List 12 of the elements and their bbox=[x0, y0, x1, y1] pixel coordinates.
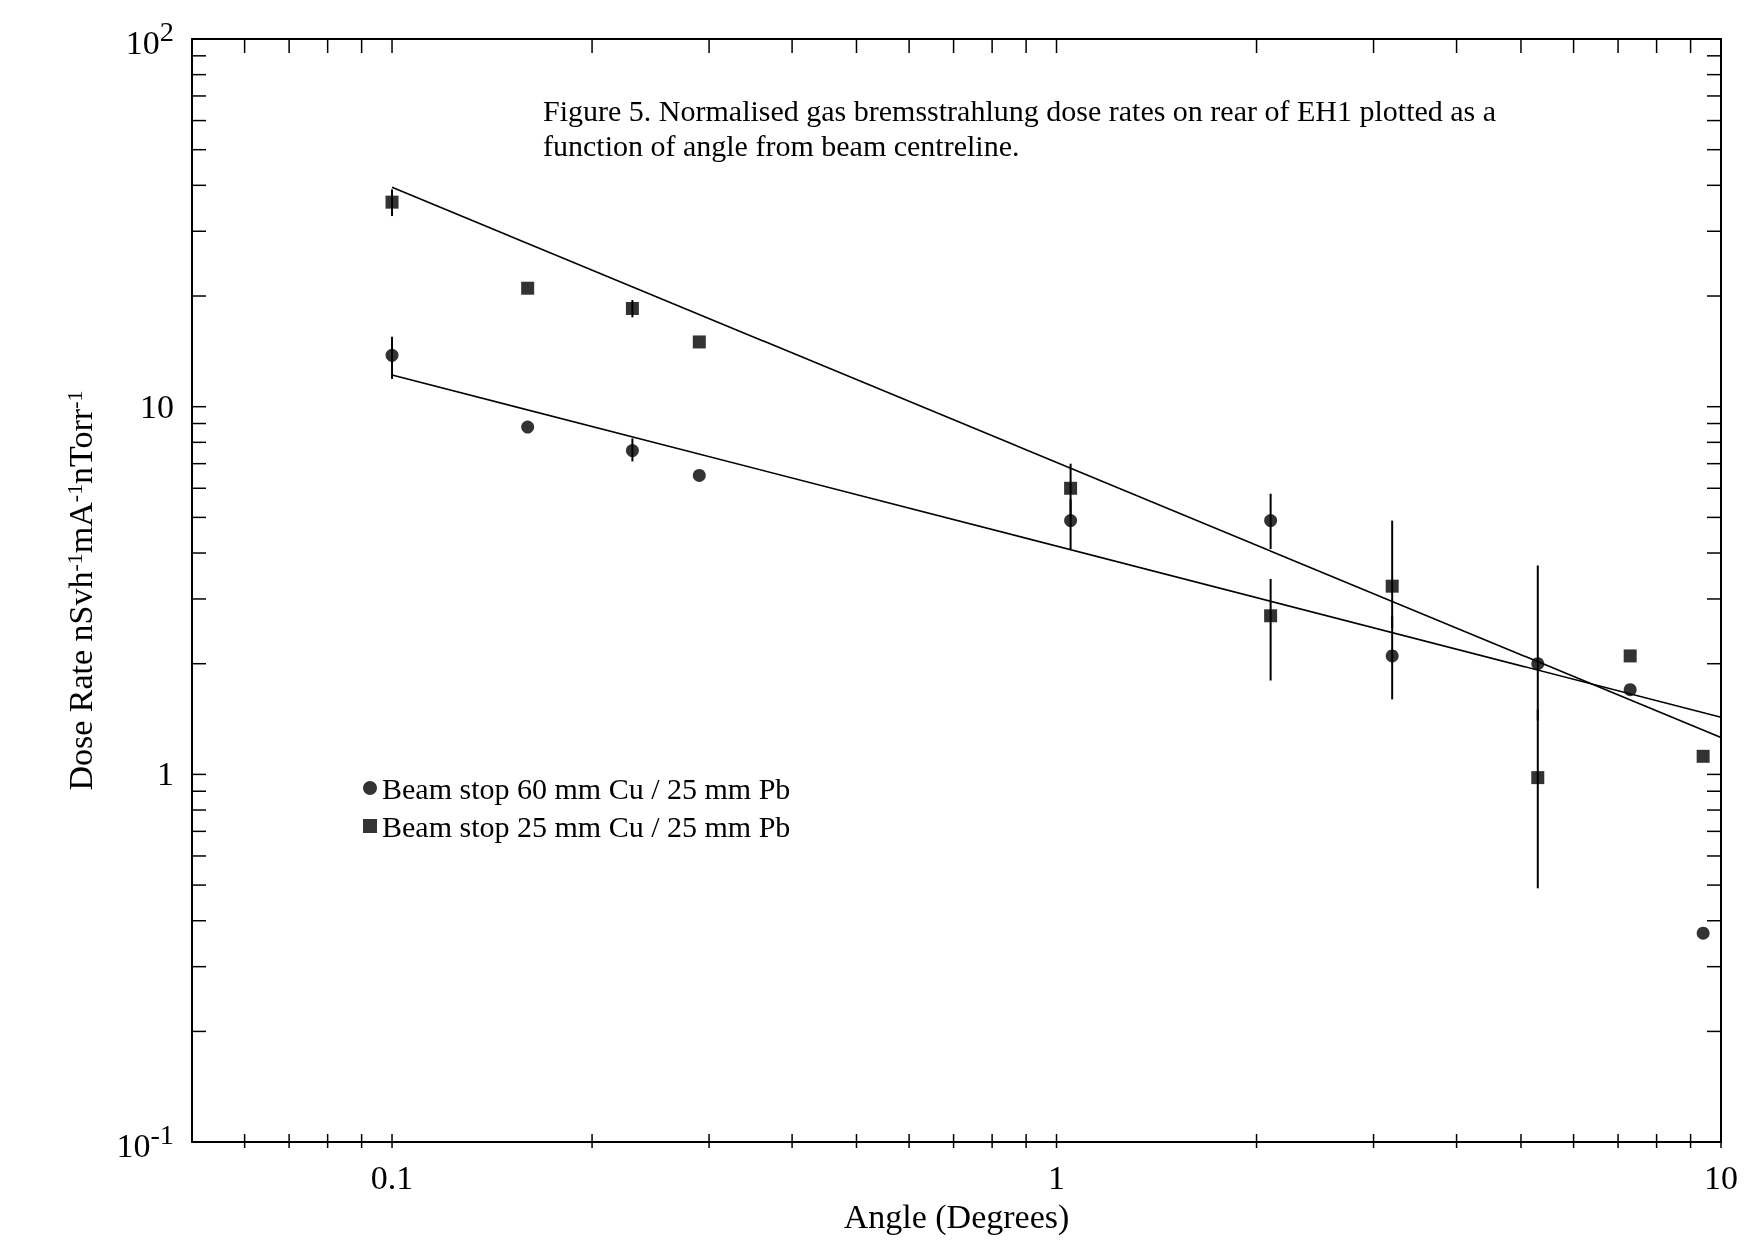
x-tick-label: 0.1 bbox=[370, 1158, 414, 1196]
y-tick-label: 10$^{2}$ bbox=[125, 16, 174, 61]
y-tick-label: 10$^{-1}$ bbox=[116, 1119, 174, 1164]
y-tick-label: 10 bbox=[140, 387, 174, 425]
x-tick-label: 10 bbox=[1704, 1158, 1738, 1196]
legend-label: Beam stop 25 mm Cu / 25 mm Pb bbox=[382, 809, 791, 843]
annotation: Figure 5. Normalised gas bremsstrahlung dose rates on rear of EH1 plotted as a function of angle from beam centreline. bbox=[543, 94, 1504, 162]
x-tick-label: 1 bbox=[1048, 1158, 1066, 1196]
x-axis-title: Angle (Degrees) bbox=[843, 1197, 1070, 1236]
y-axis-title: Dose Rate nSvh-1mA-1nTorr-1 bbox=[61, 390, 99, 791]
y-tick-label: 1 bbox=[157, 755, 174, 793]
legend-label: Beam stop 60 mm Cu / 25 mm Pb bbox=[382, 771, 791, 805]
